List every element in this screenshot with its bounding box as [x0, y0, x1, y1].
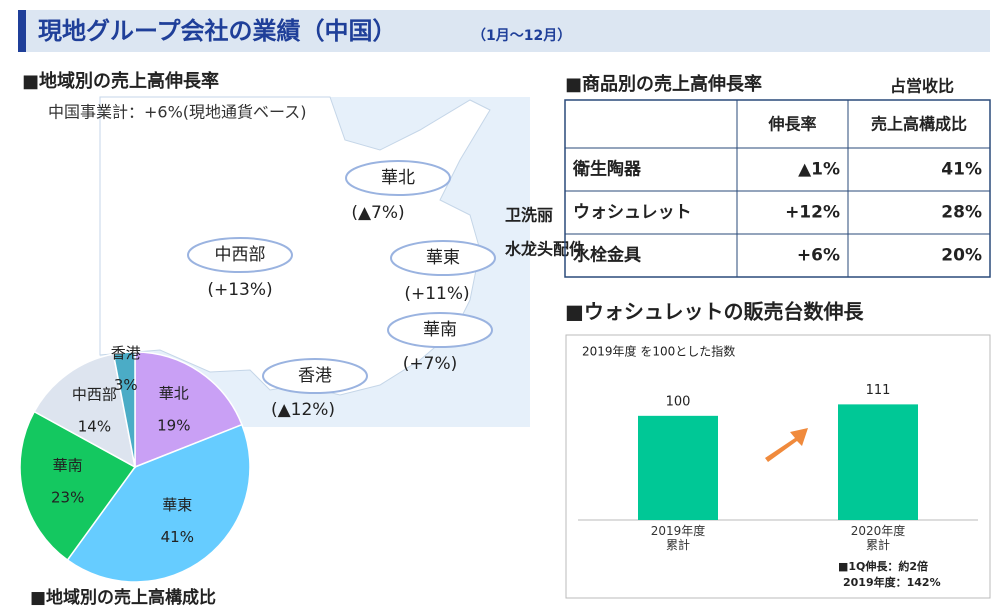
- table-cell: 衛生陶器: [572, 159, 642, 180]
- pie-slice: [66, 423, 251, 583]
- table-cell: 41%: [941, 160, 982, 180]
- slice-name: 香港: [111, 344, 141, 362]
- region-name: 香港: [298, 366, 332, 386]
- region-bubble: [187, 237, 293, 273]
- region-growth: (+13%): [207, 280, 272, 300]
- x-tick-label: 2019年度 累計: [650, 524, 706, 552]
- region-name: 華東: [426, 248, 460, 268]
- chart-title: ■地域別の売上高構成比: [30, 587, 216, 608]
- chart-frame: [565, 334, 991, 599]
- annotation: ■1Q伸長：約2倍: [838, 559, 928, 573]
- bar: [638, 415, 718, 520]
- table-cell: 水栓金具: [573, 245, 641, 266]
- header-title: 現地グループ会社の業績（中国）: [38, 17, 397, 45]
- data-label: 111: [866, 383, 891, 398]
- header-bar: [18, 10, 990, 52]
- region-bubble: [262, 358, 368, 394]
- region-name: 華南: [423, 320, 457, 340]
- x-label-box: 2019年度 累計: [650, 524, 706, 552]
- table-cell: 28%: [941, 203, 982, 223]
- chart-title: ■ウォシュレットの販売台数伸長: [565, 300, 864, 324]
- region-bubble: [390, 240, 496, 276]
- slice-name: 華北: [159, 384, 189, 402]
- pie-slice: [112, 351, 136, 468]
- pie-slice: [33, 353, 137, 469]
- table-header: 伸長率: [767, 115, 816, 134]
- region-growth: (▲12%): [271, 400, 335, 420]
- slice-label: 3%: [114, 376, 138, 394]
- table-cell: ウォシュレット: [573, 203, 692, 223]
- slice-label: 14%: [78, 418, 111, 436]
- region-growth: (+7%): [403, 354, 457, 374]
- x-tick-label: 2020年度 累計: [850, 524, 906, 552]
- table-cell: +6%: [797, 246, 840, 266]
- region-bubble: [387, 312, 493, 348]
- region-name: 華北: [381, 168, 415, 188]
- overlay-note: 占営收比: [890, 77, 954, 96]
- slice-name: 中西部: [72, 386, 117, 404]
- annotation: 2019年度：142%: [843, 575, 941, 589]
- table-frame: [564, 99, 991, 278]
- arrow: [765, 428, 808, 462]
- table-cell: ▲1%: [798, 160, 840, 180]
- table-cell: 20%: [941, 246, 982, 266]
- slice-name: 華南: [53, 457, 83, 475]
- section-title: ■商品別の売上高伸長率: [565, 73, 762, 95]
- overlay-note: 卫洗丽: [505, 206, 553, 225]
- region-growth: (▲7%): [351, 203, 404, 223]
- table-cell: +12%: [785, 203, 840, 223]
- region-name: 中西部: [215, 245, 266, 265]
- slice-label: 23%: [51, 489, 84, 507]
- slice-name: 華東: [162, 496, 192, 514]
- pie-slice: [134, 351, 243, 469]
- total-growth: 中国事業計：+6%(現地通貨ベース): [48, 103, 306, 122]
- header-accent: [18, 10, 26, 52]
- data-label: 100: [666, 394, 691, 409]
- chart-subtitle: 2019年度 を100とした指数: [582, 344, 735, 359]
- region-growth: (+11%): [404, 284, 469, 304]
- pie-slice: [19, 410, 137, 562]
- slice-label: 19%: [157, 416, 190, 434]
- bar: [838, 404, 918, 520]
- section-title: ■地域別の売上高伸長率: [22, 70, 219, 92]
- x-label-box: 2020年度 累計: [850, 524, 906, 552]
- table-header: 売上高構成比: [871, 115, 967, 134]
- header-period: （1月～12月）: [472, 28, 571, 44]
- slice-label: 41%: [161, 528, 194, 546]
- region-bubble: [345, 160, 451, 196]
